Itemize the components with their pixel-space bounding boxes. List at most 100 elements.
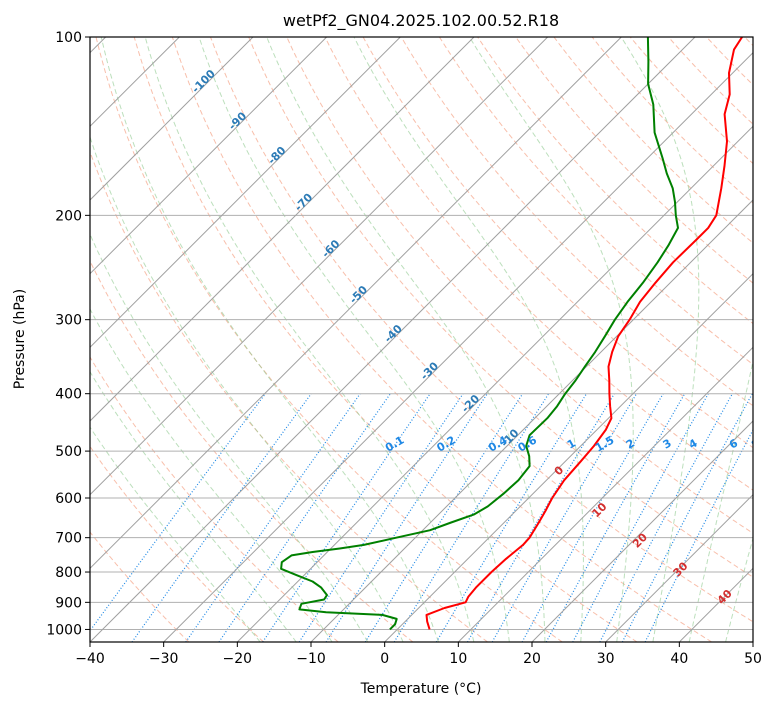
moist-adiabat — [469, 37, 634, 642]
mixing-ratio-line — [364, 393, 524, 642]
isotherm-label: -50 — [347, 283, 370, 306]
y-tick-label: 100 — [55, 30, 82, 46]
isotherm-gridline — [752, 641, 753, 642]
moist-adiabat — [353, 37, 584, 642]
x-tick-label: 50 — [744, 651, 762, 667]
y-tick-label: 300 — [55, 313, 82, 329]
mixing-ratio-label: 10 — [772, 434, 775, 453]
mixing-ratio-line — [545, 393, 686, 642]
x-tick-label: −20 — [223, 651, 253, 667]
y-tick-label: 600 — [55, 491, 82, 507]
y-tick-label: 1000 — [46, 622, 82, 638]
isotherm-label: -100 — [189, 67, 218, 96]
dry-adiabat — [744, 37, 753, 47]
isotherm-gridline — [384, 272, 753, 642]
dry-adiabat — [591, 37, 753, 204]
isotherm-gridline — [678, 567, 753, 642]
isotherm-gridline — [90, 37, 475, 422]
dry-adiabat — [248, 37, 753, 578]
dry-adiabat — [90, 445, 264, 642]
mixing-ratio-line — [218, 393, 391, 642]
isotherm-gridline — [90, 37, 622, 570]
isotherm-label: -60 — [319, 237, 342, 260]
x-tick-label: 40 — [670, 651, 688, 667]
mixing-ratio-line — [262, 393, 431, 642]
x-tick-label: −40 — [75, 651, 105, 667]
moist-adiabat — [688, 358, 753, 642]
mixing-ratio-line — [298, 393, 464, 642]
temperature-profile — [425, 37, 743, 630]
isotherm-label: -20 — [459, 392, 482, 415]
moist-adiabat — [90, 308, 333, 642]
isotherm-gridline — [531, 420, 753, 642]
dry-adiabat — [706, 37, 753, 86]
dry-adiabat — [400, 37, 753, 407]
x-tick-label: 10 — [449, 651, 467, 667]
mixing-ratio-label: 4 — [686, 436, 699, 451]
mixing-ratio-line — [466, 393, 615, 642]
y-tick-label: 700 — [55, 531, 82, 547]
moist-adiabat-label: 30 — [671, 559, 691, 579]
dry-adiabat — [90, 259, 414, 642]
dry-adiabat — [90, 531, 190, 642]
isotherm-gridline — [163, 51, 753, 642]
moist-adiabat — [725, 536, 753, 642]
isotherm-gridline — [605, 493, 753, 642]
dry-adiabat — [362, 37, 753, 449]
isotherm-gridline — [310, 199, 753, 642]
dry-adiabat — [515, 37, 753, 284]
dry-adiabat — [210, 37, 753, 623]
x-axis-label: Temperature (°C) — [360, 681, 482, 697]
y-tick-label: 500 — [55, 444, 82, 460]
dry-adiabat — [668, 37, 753, 125]
moist-adiabat — [90, 426, 261, 642]
x-tick-label: 0 — [380, 651, 389, 667]
isotherm-gridline — [90, 37, 254, 201]
plot-frame — [89, 36, 754, 643]
mixing-ratio-line — [521, 393, 664, 642]
moist-adiabat — [100, 37, 439, 642]
moist-adiabat-label: 20 — [630, 530, 650, 550]
mixing-ratio-line — [572, 393, 709, 642]
dry-adiabat — [324, 37, 753, 491]
isotherm-label: -40 — [382, 322, 405, 345]
y-tick-label: 200 — [55, 208, 82, 224]
mixing-ratio-line — [185, 393, 361, 642]
isotherm-gridline — [90, 37, 401, 349]
moist-adiabat — [620, 37, 700, 642]
moist-adiabat — [198, 37, 510, 642]
y-axis-label: Pressure (hPa) — [12, 289, 28, 389]
mixing-ratio-line — [599, 393, 733, 642]
isotherm-gridline — [457, 346, 753, 642]
isotherm-gridline — [236, 125, 753, 642]
dry-adiabat — [90, 150, 488, 642]
moist-adiabat — [266, 37, 546, 642]
moist-adiabat — [90, 232, 369, 642]
dry-adiabat — [438, 37, 753, 366]
x-tick-label: −10 — [296, 651, 326, 667]
x-tick-label: 30 — [597, 651, 615, 667]
isotherm-label: -70 — [292, 190, 315, 213]
dry-adiabat — [477, 37, 753, 325]
moist-adiabat — [90, 370, 297, 642]
dry-adiabat — [171, 37, 712, 642]
mixing-ratio-line — [90, 393, 266, 632]
isotherm-gridline — [90, 37, 328, 275]
mixing-ratio-label: 6 — [727, 436, 740, 451]
moist-adiabat — [90, 135, 404, 642]
isotherm-gridline — [90, 37, 549, 496]
dry-adiabat — [133, 37, 638, 642]
dry-adiabat — [553, 37, 753, 244]
moist-adiabat-label: 10 — [589, 500, 609, 520]
y-tick-label: 800 — [55, 565, 82, 581]
y-tick-label: 400 — [55, 387, 82, 403]
isotherm-label: -90 — [226, 109, 249, 132]
mixing-ratio-line — [393, 393, 550, 642]
moist-adiabat — [144, 37, 475, 642]
mixing-ratio-label: 3 — [661, 437, 674, 452]
isotherm-label: -80 — [265, 144, 288, 167]
y-tick-label: 900 — [55, 595, 82, 611]
mixing-ratio-label: 2 — [624, 437, 637, 452]
dry-adiabat — [95, 37, 563, 642]
